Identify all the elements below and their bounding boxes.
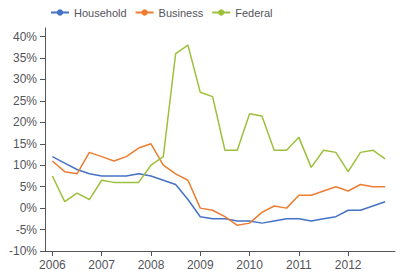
svg-text:10%: 10% [13, 158, 37, 172]
svg-text:2007: 2007 [88, 258, 115, 272]
svg-text:30%: 30% [13, 72, 37, 86]
svg-text:35%: 35% [13, 51, 37, 65]
svg-text:Business: Business [159, 7, 204, 19]
svg-text:Federal: Federal [235, 7, 272, 19]
svg-text:20%: 20% [13, 115, 37, 129]
svg-text:-5%: -5% [16, 223, 38, 237]
svg-text:5%: 5% [20, 180, 38, 194]
svg-text:15%: 15% [13, 137, 37, 151]
svg-text:2010: 2010 [236, 258, 263, 272]
svg-text:2011: 2011 [286, 258, 312, 272]
svg-text:2012: 2012 [335, 258, 362, 272]
svg-text:2008: 2008 [138, 258, 165, 272]
svg-text:Household: Household [74, 7, 127, 19]
svg-text:40%: 40% [13, 30, 37, 44]
svg-text:-10%: -10% [9, 244, 37, 258]
svg-text:2009: 2009 [187, 258, 214, 272]
svg-text:25%: 25% [13, 94, 37, 108]
svg-text:2006: 2006 [39, 258, 66, 272]
svg-text:0%: 0% [20, 201, 38, 215]
